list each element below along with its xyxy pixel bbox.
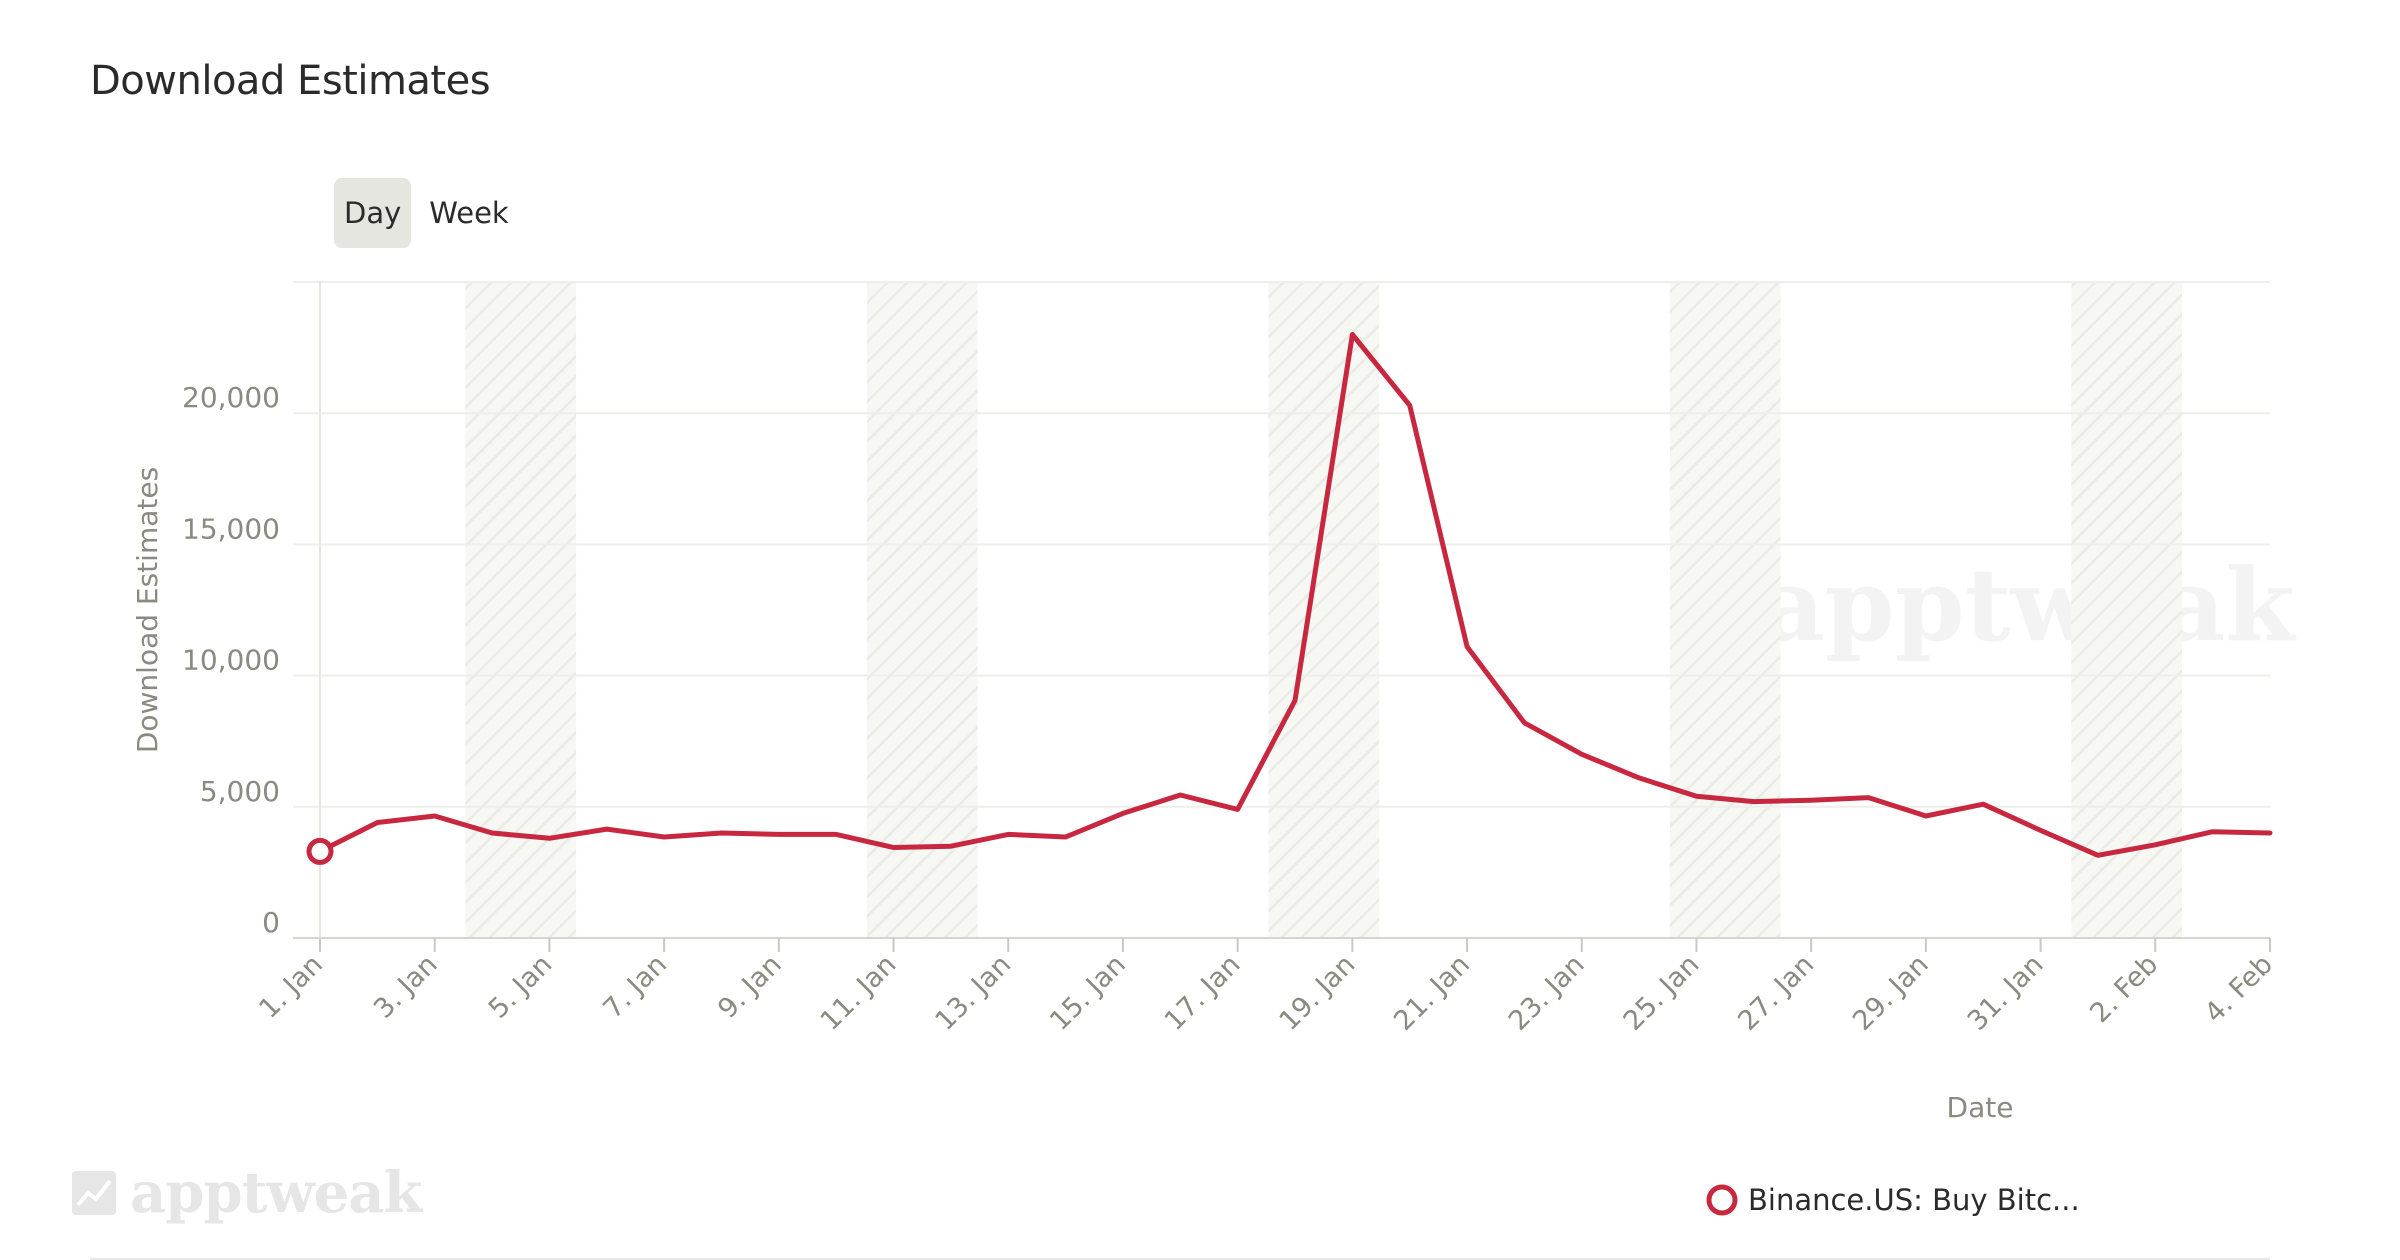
data-point[interactable]	[1166, 781, 1194, 809]
legend-marker	[1706, 1184, 1738, 1216]
data-point[interactable]	[1568, 740, 1596, 768]
data-point[interactable]	[535, 824, 563, 852]
data-point[interactable]	[1224, 795, 1252, 823]
x-tick-label: 13. Jan	[929, 949, 1017, 1037]
data-point[interactable]	[421, 802, 449, 830]
weekend-band	[866, 282, 978, 938]
data-point[interactable]	[1797, 786, 1825, 814]
data-point[interactable]	[650, 823, 678, 851]
data-point[interactable]	[2199, 818, 2227, 846]
data-point[interactable]	[707, 819, 735, 847]
chart-title: Download Estimates	[90, 58, 491, 104]
data-point[interactable]	[1855, 784, 1883, 812]
data-point[interactable]	[1052, 823, 1080, 851]
x-tick-label: 25. Jan	[1618, 949, 1706, 1037]
y-tick-label: 0	[262, 906, 280, 939]
weekend-band	[2071, 282, 2182, 938]
data-point[interactable]	[593, 815, 621, 843]
y-tick-label: 10,000	[182, 644, 280, 677]
data-point[interactable]	[1912, 802, 1940, 830]
day-toggle-button[interactable]: Day	[334, 178, 412, 248]
apptweak-logo-text: apptweak	[130, 1160, 422, 1226]
y-tick-label: 20,000	[182, 381, 280, 414]
y-tick-label: 5,000	[200, 775, 280, 808]
x-tick-label: 15. Jan	[1044, 949, 1132, 1037]
data-point[interactable]	[2084, 841, 2112, 869]
x-tick-label: 23. Jan	[1503, 949, 1591, 1037]
data-point[interactable]	[1625, 764, 1653, 792]
x-tick-label: 7. Jan	[597, 949, 673, 1025]
card-divider	[90, 1258, 2270, 1260]
x-tick-label: 9. Jan	[712, 949, 788, 1025]
x-tick-label: 21. Jan	[1388, 949, 1476, 1037]
legend[interactable]: Binance.US: Buy Bitc...	[1706, 1183, 2080, 1217]
svg-text:apptweak: apptweak	[1760, 546, 2296, 664]
data-point[interactable]	[1396, 391, 1424, 419]
interval-toggle: Day Week	[334, 178, 519, 248]
data-point[interactable]	[2256, 819, 2284, 847]
series-line-binance-us[interactable]	[317, 332, 2273, 858]
data-point[interactable]	[1338, 320, 1366, 348]
data-point[interactable]	[478, 819, 506, 847]
x-tick-label: 1. Jan	[253, 949, 329, 1025]
data-point[interactable]	[1109, 799, 1137, 827]
x-tick-label: 2. Feb	[2084, 949, 2164, 1029]
x-tick-label: 3. Jan	[368, 949, 444, 1025]
week-toggle-button[interactable]: Week	[419, 178, 518, 248]
weekend-band	[1268, 282, 1380, 938]
data-point[interactable]	[880, 833, 908, 861]
data-point[interactable]	[1281, 687, 1309, 715]
y-axis-title: Download Estimates	[131, 467, 164, 753]
data-point[interactable]	[2027, 816, 2055, 844]
data-point[interactable]	[937, 832, 965, 860]
data-point[interactable]	[1969, 790, 1997, 818]
x-tick-label: 27. Jan	[1732, 949, 1820, 1037]
x-tick-label: 11. Jan	[815, 949, 903, 1037]
data-point[interactable]	[1453, 633, 1481, 661]
data-point[interactable]	[363, 809, 391, 837]
weekend-band	[1669, 282, 1781, 938]
x-tick-label: 5. Jan	[483, 949, 559, 1025]
x-axis-title: Date	[1947, 1091, 2014, 1124]
apptweak-logo-icon	[72, 1171, 116, 1215]
data-point[interactable]	[822, 820, 850, 848]
y-tick-label: 15,000	[182, 512, 280, 545]
hover-marker	[306, 837, 334, 865]
data-point[interactable]	[1740, 788, 1768, 816]
data-point[interactable]	[994, 820, 1022, 848]
x-tick-label: 4. Feb	[2199, 949, 2279, 1029]
x-tick-label: 17. Jan	[1159, 949, 1247, 1037]
apptweak-logo: apptweak	[72, 1160, 422, 1226]
x-tick-label: 19. Jan	[1274, 949, 1362, 1037]
data-point[interactable]	[1510, 709, 1538, 737]
x-tick-label: 31. Jan	[1962, 949, 2050, 1037]
data-point[interactable]	[765, 820, 793, 848]
data-point[interactable]	[1682, 782, 1710, 810]
x-tick-label: 29. Jan	[1847, 949, 1935, 1037]
data-point[interactable]	[2141, 831, 2169, 859]
legend-label[interactable]: Binance.US: Buy Bitc...	[1748, 1183, 2080, 1217]
